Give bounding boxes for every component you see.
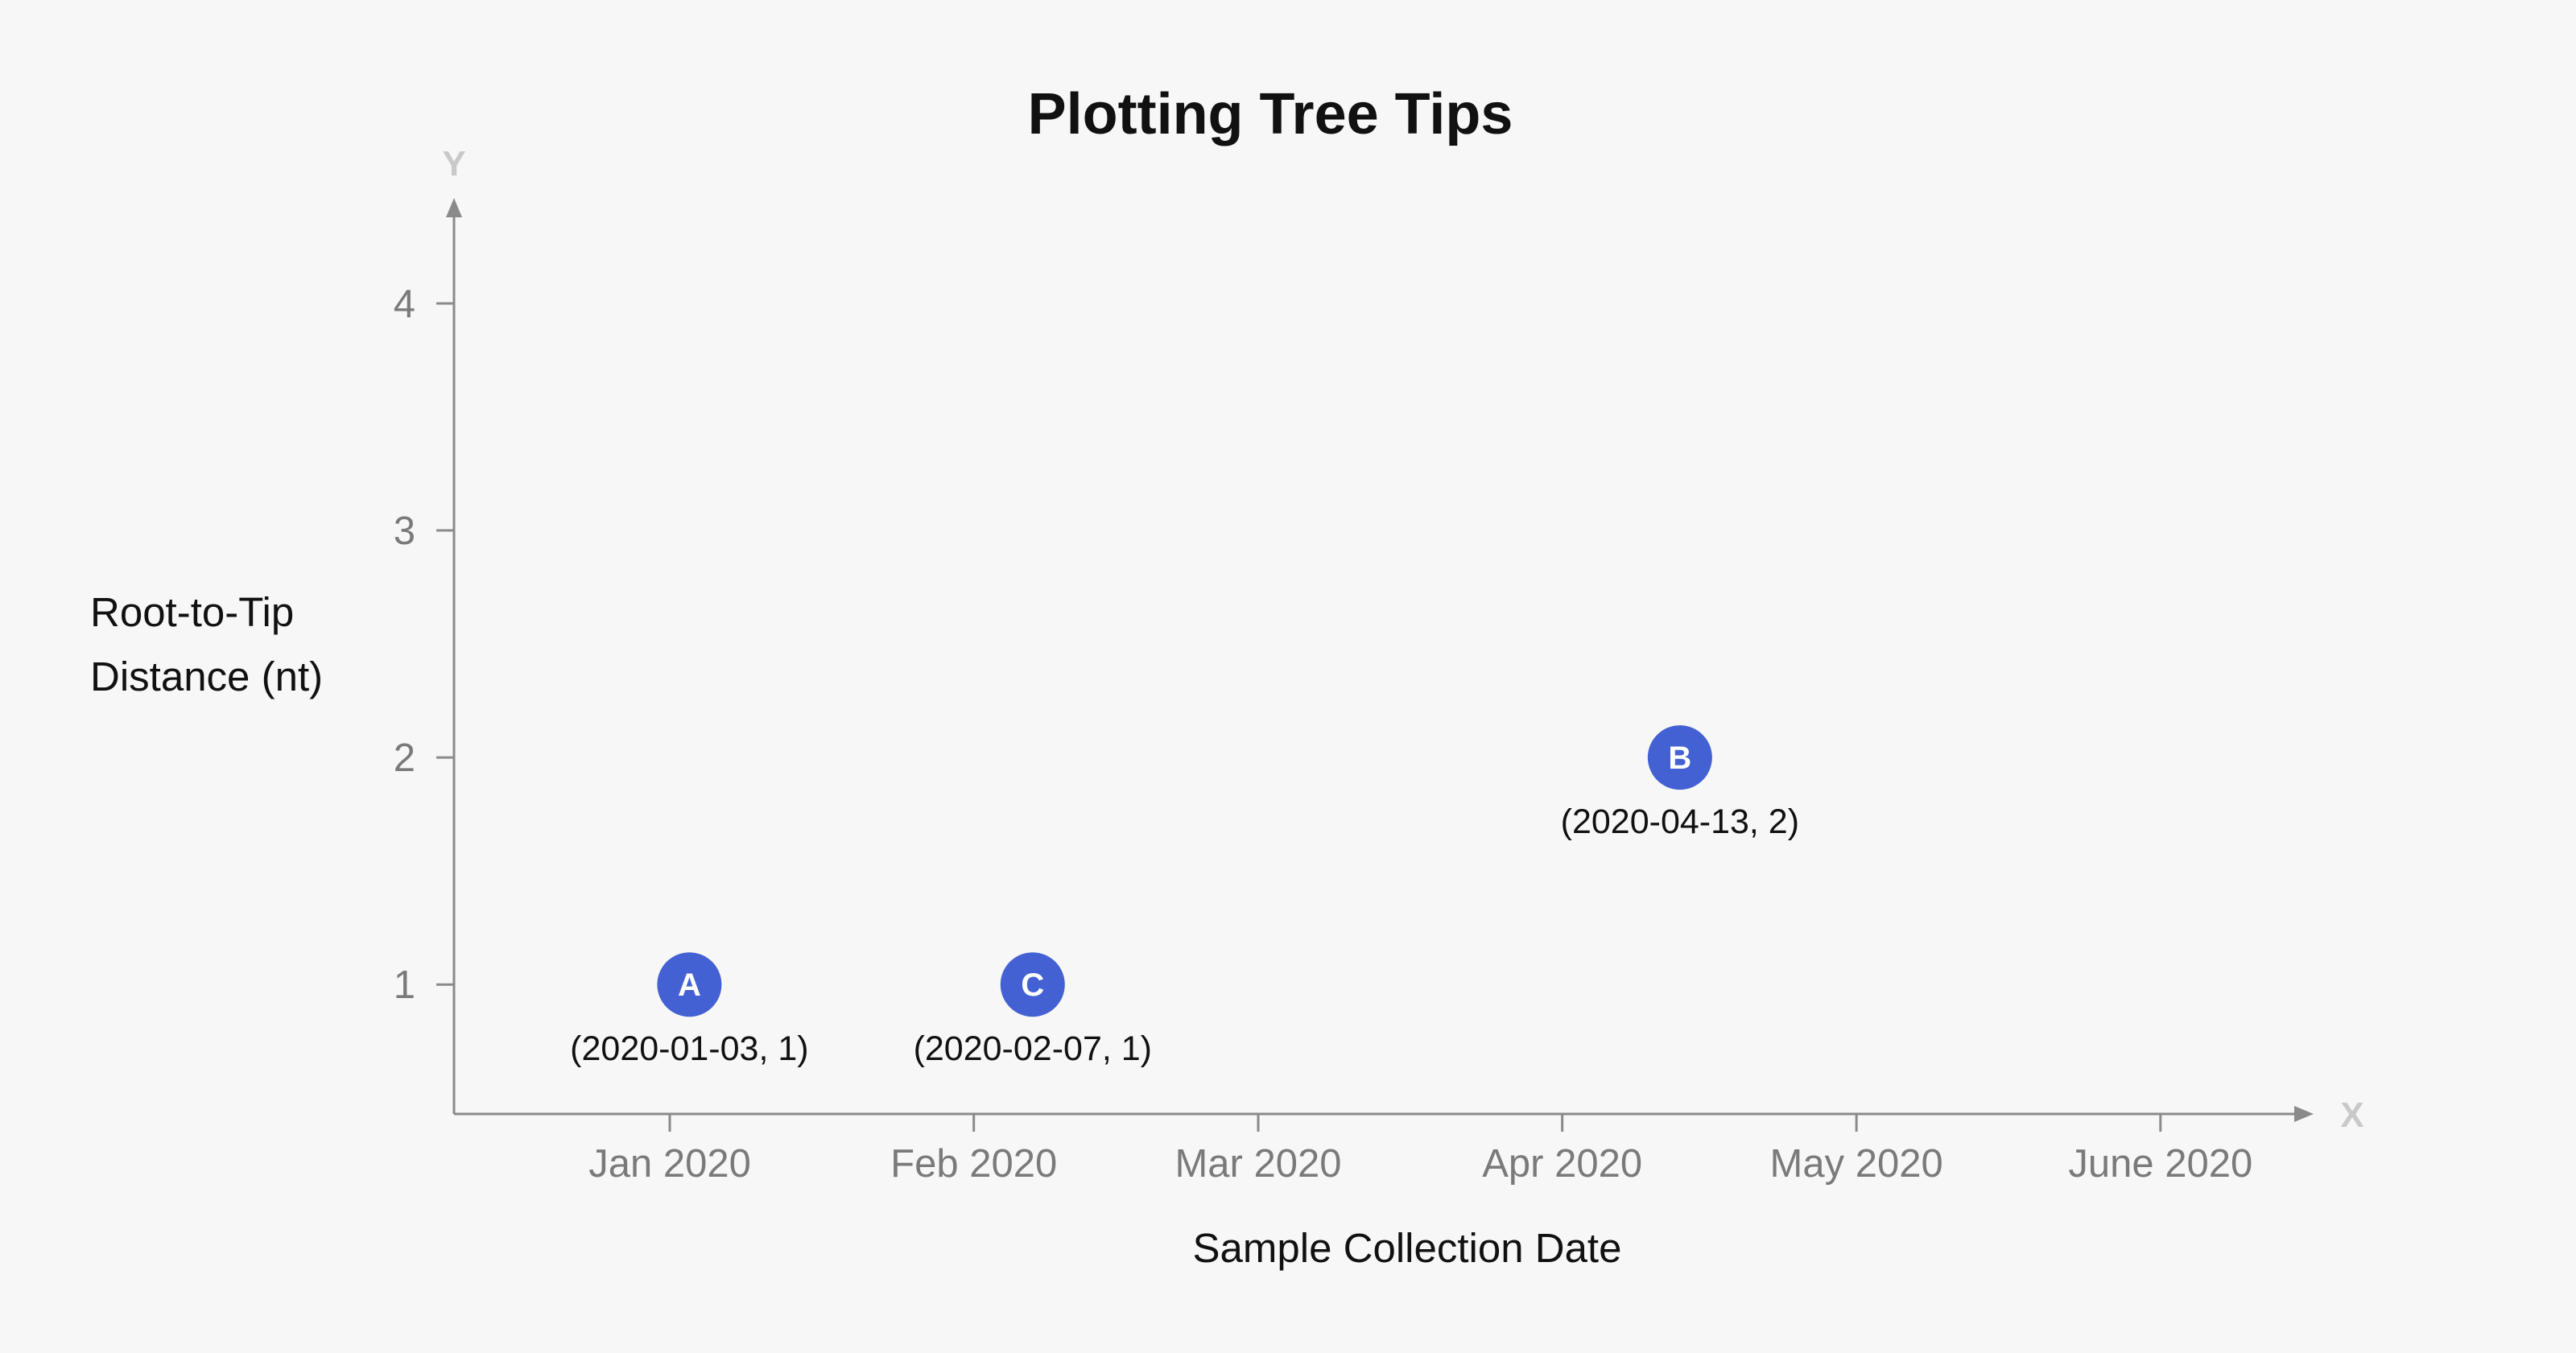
data-point-marker — [1647, 725, 1712, 790]
data-point-label: (2020-01-03, 1) — [570, 1029, 808, 1068]
y-axis-title: Root-to-Tip Distance (nt) — [90, 589, 323, 699]
data-point-id: A — [678, 967, 701, 1003]
y-axis-title-line-2: Distance (nt) — [90, 654, 323, 699]
x-tick-label: Mar 2020 — [1174, 1142, 1341, 1186]
chart-title: Plotting Tree Tips — [1028, 82, 1513, 146]
y-tick-label: 3 — [394, 509, 415, 553]
data-point-marker — [1000, 952, 1065, 1017]
y-axis-title-line-1: Root-to-Tip — [90, 589, 294, 635]
x-tick-label: Jan 2020 — [588, 1142, 751, 1186]
y-axis-letter: Y — [442, 144, 465, 184]
x-axis-arrow — [2294, 1106, 2314, 1122]
y-tick-label: 2 — [394, 736, 415, 780]
data-point-id: B — [1668, 740, 1691, 776]
y-tick-label: 4 — [394, 283, 415, 326]
data-point-label: (2020-02-07, 1) — [914, 1029, 1152, 1068]
x-tick-label: Feb 2020 — [890, 1142, 1057, 1186]
x-tick-label: Apr 2020 — [1482, 1142, 1642, 1186]
data-points: A (2020-01-03, 1) C (2020-02-07, 1) B (2020-0… — [570, 725, 1799, 1068]
data-point-marker — [657, 952, 722, 1017]
x-tick-label: May 2020 — [1770, 1142, 1943, 1186]
ticks: Jan 2020 Feb 2020 Mar 2020 Apr 2020 May 2020… — [394, 283, 2253, 1186]
x-tick-label: June 2020 — [2068, 1142, 2252, 1186]
x-axis-letter: X — [2340, 1095, 2363, 1135]
y-tick-label: 1 — [394, 963, 415, 1007]
data-point-label: (2020-04-13, 2) — [1561, 802, 1799, 841]
data-point-id: C — [1021, 967, 1044, 1003]
axes: XY — [442, 144, 2363, 1135]
x-axis-title: Sample Collection Date — [1193, 1225, 1622, 1271]
y-axis-arrow — [446, 198, 462, 217]
